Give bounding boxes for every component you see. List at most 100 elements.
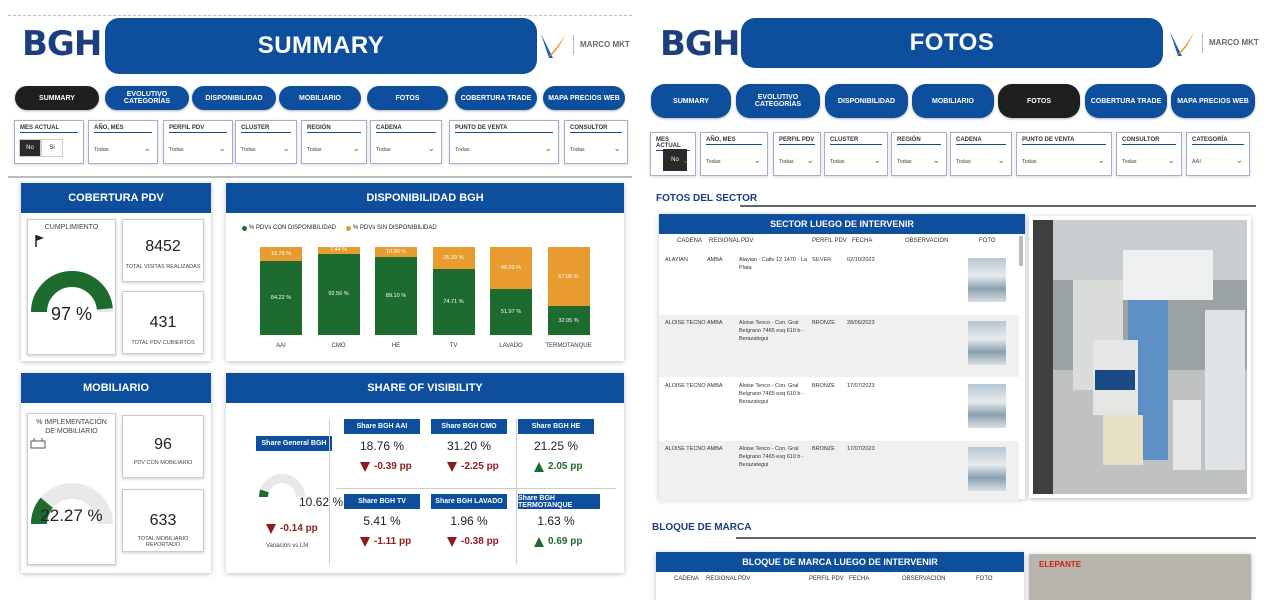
column-header[interactable]: FECHA (852, 238, 873, 244)
nav-tabs: SUMMARY EVOLUTIVO CATEGORÍAS DISPONIBILIDA… (646, 84, 1270, 118)
column-header[interactable]: CADENA (677, 238, 703, 244)
filter-a-o-mes[interactable]: AÑO, MES Todas ⌄ (700, 132, 768, 176)
table-scrollbar[interactable] (1019, 236, 1023, 266)
table-row[interactable]: ALOISE TECNO AMBA Aloise Tenco - Con. Gral… (659, 441, 1019, 503)
bar-segment-con: 51.97 % (490, 289, 532, 335)
tab-summary[interactable]: SUMMARY (15, 86, 99, 110)
mobiliario-reportado-box: 633 TOTAL MOBILIARIO REPORTADO (122, 489, 204, 552)
chevron-down-icon: ⌄ (753, 155, 761, 165)
tab-summary[interactable]: SUMMARY (651, 84, 731, 118)
column-header[interactable]: REGIONAL (709, 238, 741, 244)
tab-cobertura-trade[interactable]: COBERTURA TRADE (1085, 84, 1167, 118)
tab-cobertura-trade[interactable]: COBERTURA TRADE (455, 86, 537, 110)
filter-consultor[interactable]: CONSULTOR Todas ⌄ (1116, 132, 1182, 176)
grid-divider (336, 488, 616, 489)
bloque-table-card: BLOQUE DE MARCA LUEGO DE INTERVENIR CADE… (656, 552, 1024, 600)
filter-cadena[interactable]: CADENA Todas ⌄ (950, 132, 1012, 176)
mes-actual-toggle[interactable]: No Si (19, 139, 63, 157)
bar-label-con: 84.22 % (270, 294, 292, 301)
filter-value: AAI (1192, 159, 1201, 165)
nav-tabs: SUMMARY EVOLUTIVO CATEGORÍAS DISPONIBILIDA… (8, 84, 632, 114)
chevron-down-icon: ⌄ (873, 155, 881, 165)
column-header[interactable]: REGIONAL (706, 576, 738, 582)
column-header[interactable]: FOTO (979, 238, 996, 244)
filter-punto-de-venta[interactable]: PUNTO DE VENTA Todas ⌄ (449, 120, 559, 164)
tab-mapa-precios-web[interactable]: MAPA PRECIOS WEB (1171, 84, 1255, 118)
tab-mapa-precios-web[interactable]: MAPA PRECIOS WEB (543, 86, 625, 110)
tab-fotos[interactable]: FOTOS (998, 84, 1080, 118)
column-header[interactable]: PERFIL PDV (812, 238, 847, 244)
toggle-option-si[interactable]: Si (41, 139, 63, 157)
column-header[interactable]: FECHA (849, 576, 870, 582)
filter-perfil-pdv[interactable]: PERFIL PDV Todas ⌄ (773, 132, 821, 176)
sov-delta-value: 0.69 pp (548, 536, 583, 547)
column-header[interactable]: CADENA (674, 576, 700, 582)
tab-disponibilidad[interactable]: DISPONIBILIDAD (192, 86, 276, 110)
tab-mobiliario[interactable]: MOBILIARIO (279, 86, 361, 110)
column-header[interactable]: PDV (741, 238, 754, 244)
bar-label-con: 89.10 % (385, 292, 407, 299)
tab-evolutivo-categor-as[interactable]: EVOLUTIVO CATEGORÍAS (105, 86, 189, 110)
bar-aai: 15.78 % 84.22 % (260, 247, 302, 335)
table-row[interactable]: ALAYIAN AMBA Alayian - Calle 12 1470 - La … (659, 252, 1019, 314)
cobertura-card: COBERTURA PDV CUMPLIMIENTO 97 % 8452 TOT… (21, 183, 211, 361)
column-header[interactable]: OBSERVACION (905, 238, 949, 244)
x-tick-label: TERMOTANQUE (545, 343, 592, 349)
tab-disponibilidad[interactable]: DISPONIBILIDAD (825, 84, 908, 118)
cumplimiento-label: CUMPLIMIENTO (44, 224, 99, 231)
filter-a-o-mes[interactable]: AÑO, MES Todas ⌄ (88, 120, 158, 164)
mobiliario-card: MOBILIARIO % IMPLEMENTACIÓN DE MOBILIARI… (21, 373, 211, 573)
filter-mes-actual[interactable]: MES ACTUAL No ⌄ (650, 132, 696, 176)
gauge-fill (31, 271, 113, 313)
filter-value: Todas (169, 147, 184, 153)
store-photo (1033, 220, 1247, 494)
tab-evolutivo-categor-as[interactable]: EVOLUTIVO CATEGORÍAS (736, 84, 820, 118)
filter-mes-actual[interactable]: MES ACTUAL No Si (14, 120, 84, 164)
filter-value: Todas (830, 159, 845, 165)
filter-perfil-pdv[interactable]: PERFIL PDV Todas ⌄ (163, 120, 233, 164)
chevron-down-icon: ⌄ (352, 143, 360, 153)
filter-categor-a[interactable]: CATEGORÍA AAI ⌄ (1186, 132, 1250, 176)
filter-consultor[interactable]: CONSULTOR Todas ⌄ (564, 120, 628, 164)
column-header[interactable]: PERFIL PDV (809, 576, 844, 582)
photo-viewer[interactable] (1029, 216, 1251, 498)
up-arrow-icon (534, 536, 544, 547)
chevron-down-icon: ⌄ (1167, 155, 1175, 165)
column-header[interactable]: PDV (738, 576, 751, 582)
column-header[interactable]: FOTO (976, 576, 993, 582)
flag-icon (35, 235, 44, 247)
filter-punto-de-venta[interactable]: PUNTO DE VENTA Todas ⌄ (1016, 132, 1112, 176)
disponibilidad-title: DISPONIBILIDAD BGH (226, 183, 624, 213)
filter-cluster[interactable]: CLUSTER Todas ⌄ (824, 132, 888, 176)
chart-legend: % PDVs CON DISPONIBILIDAD % PDVs SIN DIS… (242, 225, 437, 231)
column-header[interactable]: OBSERVACION (902, 576, 946, 582)
sov-delta-value: -0.38 pp (461, 536, 499, 547)
photo-thumbnail[interactable] (968, 384, 1006, 428)
tab-mobiliario[interactable]: MOBILIARIO (912, 84, 994, 118)
photo-thumbnail[interactable] (968, 447, 1006, 491)
toggle-option-no[interactable]: No (19, 139, 41, 157)
bar-label-sin: 48.03 % (500, 265, 522, 272)
filter-cluster[interactable]: CLUSTER Todas ⌄ (235, 120, 297, 164)
filter-value: Todas (376, 147, 391, 153)
photo-thumbnail[interactable] (968, 258, 1006, 302)
sov-delta-value: -1.11 pp (374, 536, 412, 547)
photo-thumbnail[interactable] (968, 321, 1006, 365)
sov-value: 18.76 % (359, 439, 405, 453)
filter-value: Todas (706, 159, 721, 165)
table-cell: ALAYIAN (665, 257, 688, 263)
table-cell: BRONZE (812, 383, 835, 389)
sov-general-label: Share General BGH (256, 436, 332, 451)
filter-cadena[interactable]: CADENA Todas ⌄ (370, 120, 442, 164)
bar-he: 10.90 % 89.10 % (375, 247, 417, 335)
table-row[interactable]: ALOISE TECNO AMBA Aloise Tenco - Con. Gral… (659, 378, 1019, 440)
disponibilidad-card: DISPONIBILIDAD BGH % PDVs CON DISPONIBIL… (226, 183, 624, 361)
tab-fotos[interactable]: FOTOS (367, 86, 448, 110)
table-cell: ALOISE TECNO (665, 446, 706, 452)
table-row[interactable]: ALOISE TECNO AMBA Aloise Tenco - Con. Gral… (659, 315, 1019, 377)
visitas-value: 8452 (145, 238, 181, 255)
pdv-con-mobiliario-label: PDV CON MOBILIARIO (133, 460, 193, 466)
bloque-photo[interactable]: ELEPANTE (1029, 554, 1251, 600)
filter-regi-n[interactable]: REGIÓN Todas ⌄ (891, 132, 947, 176)
filter-regi-n[interactable]: REGIÓN Todas ⌄ (301, 120, 367, 164)
